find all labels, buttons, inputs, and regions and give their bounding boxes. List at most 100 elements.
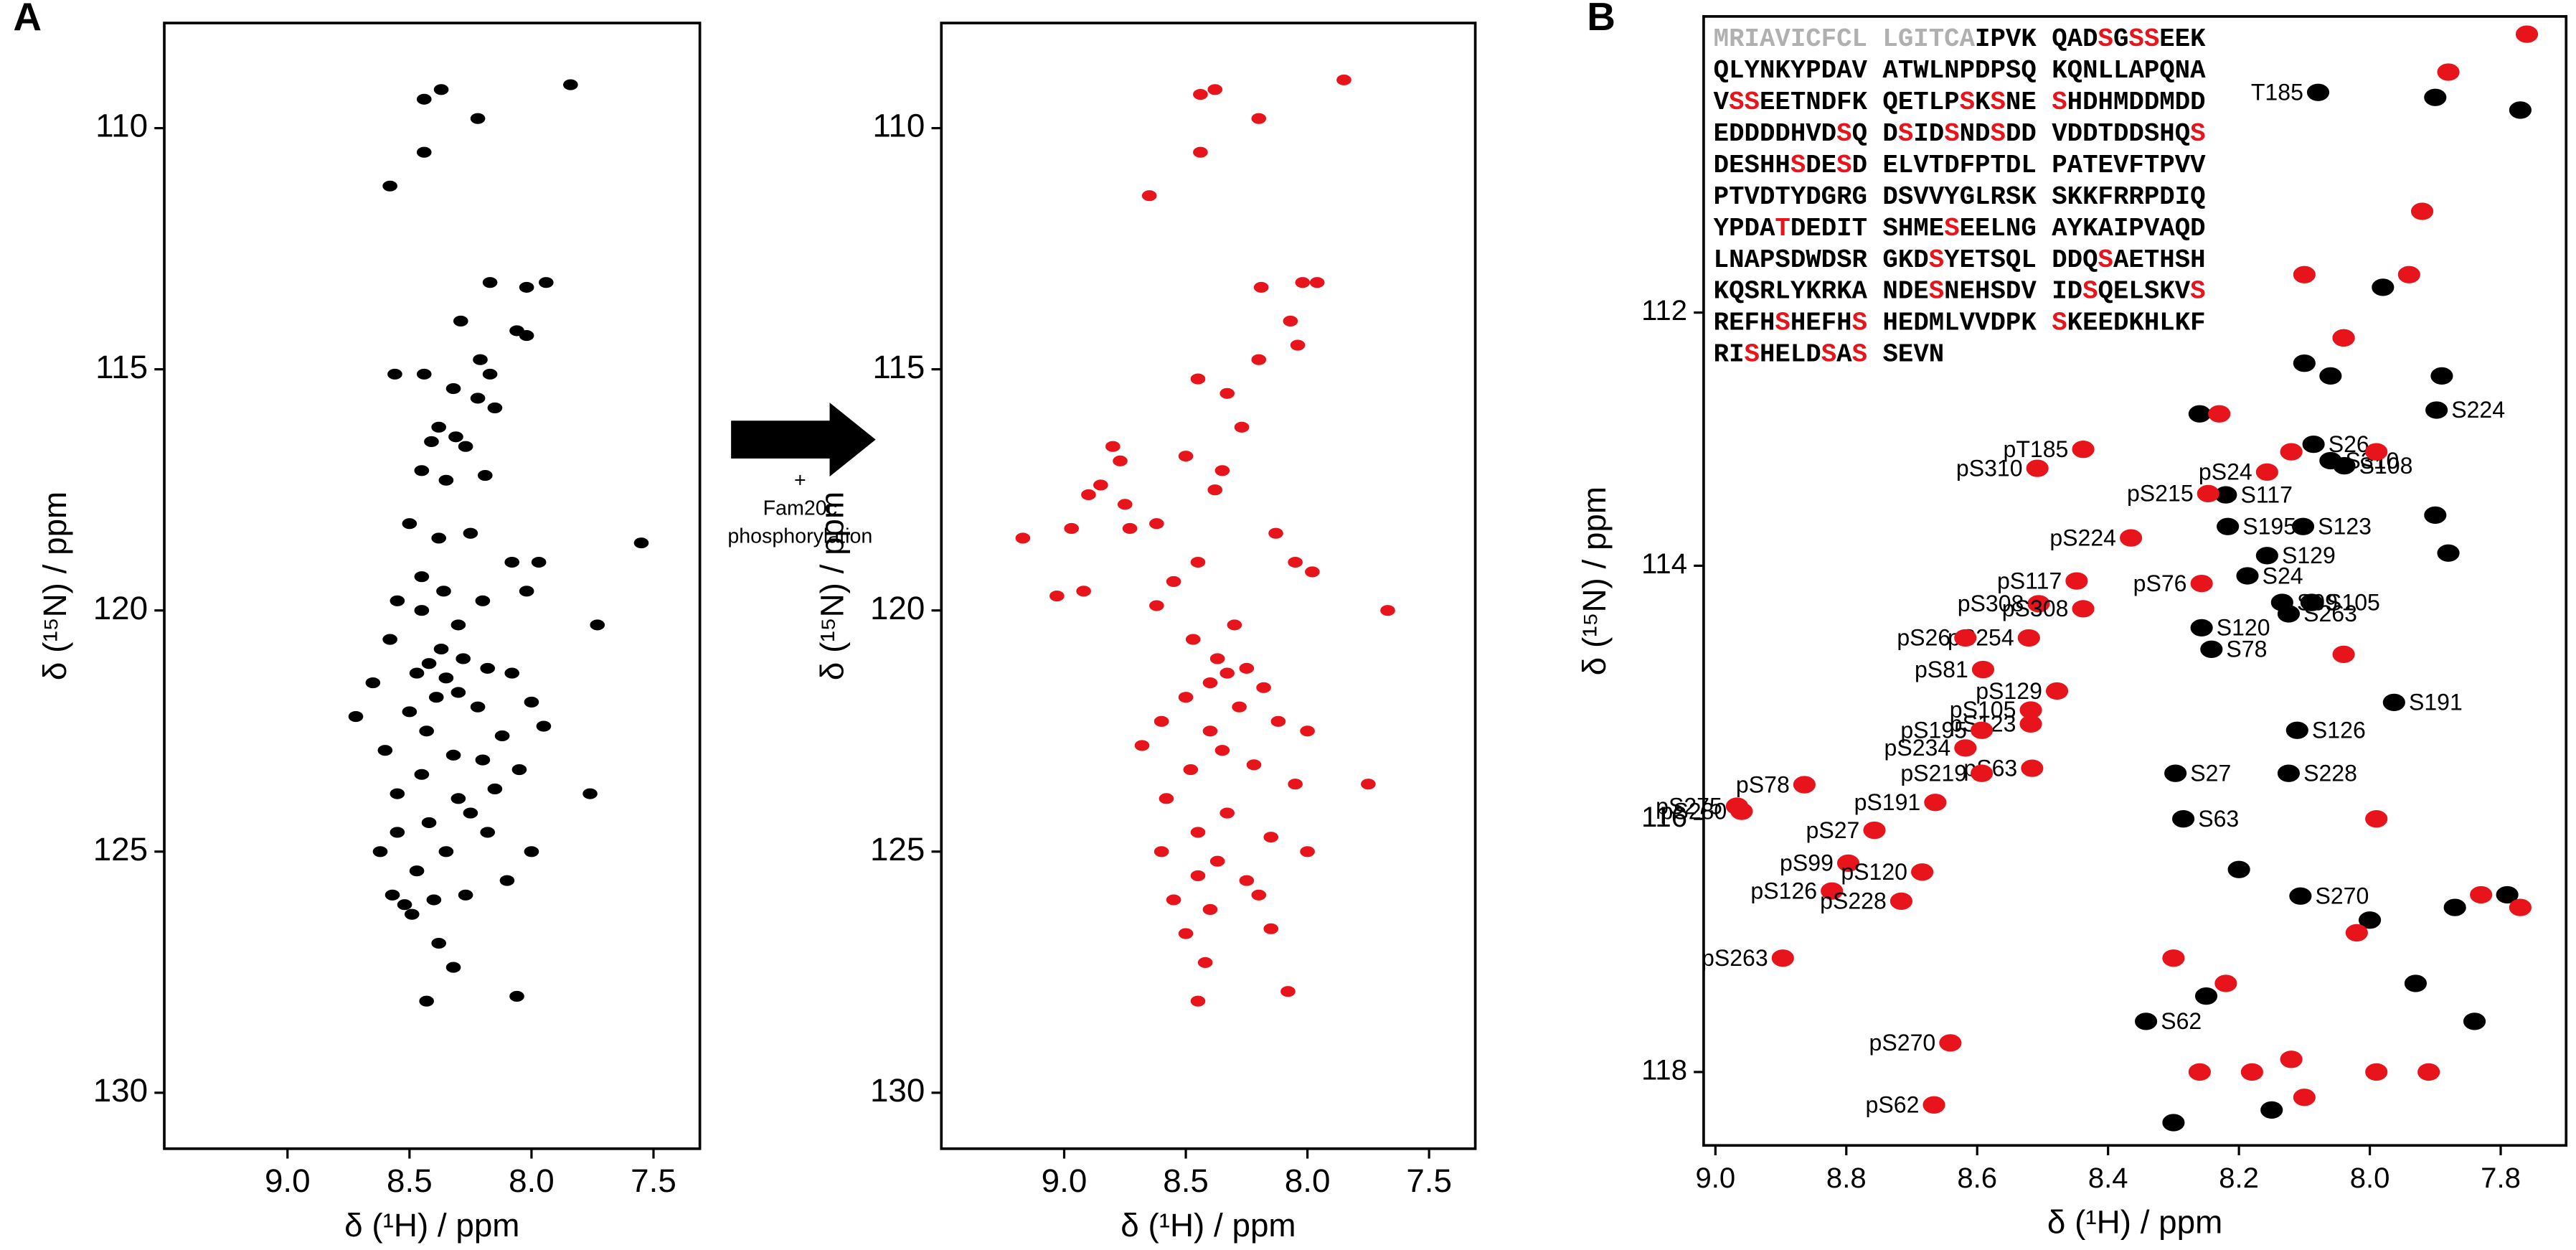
peak	[463, 527, 478, 539]
peak	[487, 402, 503, 413]
peak	[2217, 517, 2240, 535]
x-tick-label: 8.4	[2088, 1162, 2128, 1194]
sequence-segment: REFH	[1714, 309, 1775, 338]
peak	[463, 807, 478, 819]
peak	[2200, 640, 2223, 658]
peak	[504, 556, 520, 568]
peak	[1197, 957, 1213, 968]
peak	[582, 788, 598, 799]
y-tick-label: 114	[1641, 548, 1687, 580]
sequence-segment: S	[2190, 277, 2205, 306]
peak-label: S62	[2161, 1008, 2202, 1034]
x-axis-label: δ (¹H) / ppm	[1120, 1207, 1296, 1244]
peak	[2291, 517, 2315, 535]
peak	[397, 899, 412, 911]
peak	[482, 277, 498, 288]
peak	[519, 281, 534, 293]
peak	[402, 706, 417, 718]
peak	[1239, 875, 1255, 886]
sequence-segment: K	[1975, 88, 1991, 117]
sequence-segment: HEDMLVVDPK	[1867, 309, 2052, 338]
sequence-segment: EEK	[2159, 24, 2206, 54]
peak	[1193, 88, 1208, 100]
peak-label: pS228	[1820, 888, 1887, 914]
peak-label: pS26	[1897, 625, 1950, 651]
peak	[2332, 329, 2355, 347]
peak	[1239, 662, 1255, 674]
sequence-segment: PTVDTYDGRG DSVVYGLRSK SKKFRRPDIQ	[1714, 182, 2206, 212]
sequence-segment: S	[2098, 245, 2113, 275]
peak	[633, 537, 649, 549]
panel-label: A	[13, 0, 42, 39]
peak	[2208, 405, 2231, 423]
peak	[475, 595, 491, 606]
sequence-segment: KQSRLYKRKA NDE	[1714, 277, 1929, 306]
peak	[1202, 677, 1218, 689]
peak-label: S63	[2198, 806, 2239, 832]
peak	[509, 325, 524, 337]
sequence-segment: EELNG AYKAIPVAQD	[1960, 214, 2206, 243]
peak	[1193, 146, 1208, 158]
peak	[2197, 484, 2219, 503]
annotation: +	[794, 469, 806, 492]
peak	[1190, 827, 1206, 838]
peak	[2190, 619, 2213, 636]
sequence-segment: A	[1836, 340, 1852, 370]
sequence-segment: EETNDFK QETLP	[1760, 88, 1960, 117]
peak	[509, 990, 524, 1002]
peak	[372, 846, 388, 857]
annotation: Fam20c	[763, 497, 837, 520]
sequence-segment: S	[2098, 24, 2113, 54]
sequence-line: YPDATDEDIT SHMESEELNG AYKAIPVAQD	[1714, 214, 2206, 243]
sequence-segment: T	[1775, 214, 1790, 243]
peak	[1185, 634, 1201, 645]
sequence-segment: HELD	[1760, 340, 1821, 370]
sequence-segment: S	[1775, 309, 1790, 338]
peak-label: pS275	[1656, 793, 1722, 819]
peak	[2424, 88, 2447, 106]
sequence-segment: Q D	[1852, 119, 1898, 149]
sequence-segment: YETSQL DDQ	[1944, 245, 2098, 275]
y-axis-label: δ (¹⁵N) / ppm	[1576, 487, 1613, 675]
peak-label: pS62	[1866, 1092, 1920, 1118]
peak	[2293, 1089, 2316, 1106]
y-tick-label: 125	[93, 831, 148, 868]
peak	[2417, 1063, 2440, 1081]
sequence-line: MRIAVICFCL LGITCAIPVK QADSGSSEEK	[1714, 24, 2206, 54]
peak-label: S126	[2312, 717, 2366, 743]
peak	[539, 277, 554, 288]
peak	[1922, 1096, 1945, 1114]
sequence-segment: EDDDDHVD	[1714, 119, 1836, 149]
peak-label: pS308	[2002, 596, 2069, 621]
peak	[2365, 810, 2388, 828]
peak	[390, 827, 405, 838]
sequence-segment: HEFH	[1791, 309, 1852, 338]
peak	[1251, 354, 1267, 365]
peak	[458, 441, 473, 452]
peak	[424, 436, 439, 448]
sequence-segment: MRIAVICFCL LGITCA	[1714, 24, 1976, 54]
peak-label: pS126	[1750, 878, 1817, 903]
y-tick-label: 120	[870, 590, 925, 626]
sequence-segment: DESHH	[1714, 151, 1791, 180]
peak	[390, 788, 405, 799]
peak-label: S120	[2217, 615, 2270, 641]
peak	[480, 827, 496, 838]
peak	[1253, 281, 1269, 293]
sequence-line: PTVDTYDGRG DSVVYGLRSK SKKFRRPDIQ	[1714, 182, 2206, 212]
peak-label: pS78	[1736, 771, 1790, 797]
peak-label: pS191	[1854, 789, 1921, 815]
peak	[1336, 74, 1351, 85]
peak	[1971, 660, 1995, 679]
sequence-segment: QELSKV	[2098, 277, 2191, 306]
x-tick-label: 8.5	[1163, 1162, 1209, 1199]
peak	[1771, 949, 1794, 967]
peak	[524, 696, 539, 708]
peak	[1209, 855, 1225, 867]
peak-label: pS24	[2199, 459, 2252, 485]
sequence-segment: NEHSDV ID	[1944, 277, 2082, 306]
arrow	[731, 403, 876, 477]
peak	[1134, 740, 1150, 751]
sequence-segment: SEVN	[1867, 340, 1944, 370]
